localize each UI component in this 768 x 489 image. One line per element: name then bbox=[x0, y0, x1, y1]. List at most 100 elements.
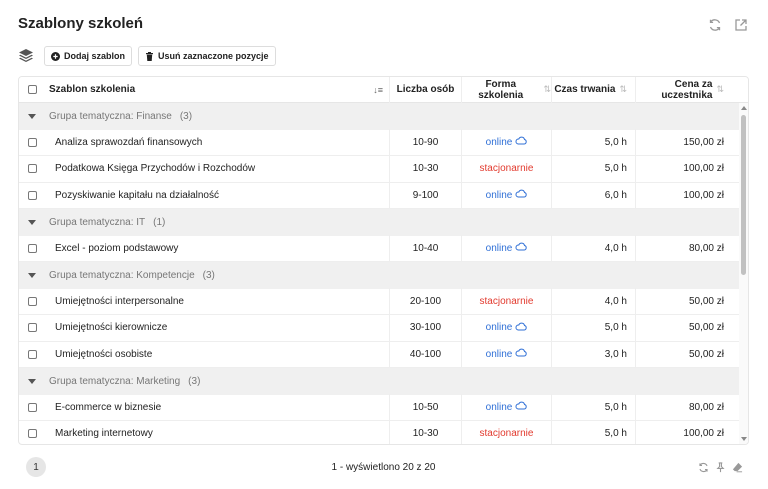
column-header-time[interactable]: Czas trwania ⇅ bbox=[551, 77, 635, 103]
count-value: 10-90 bbox=[412, 136, 439, 148]
column-header-count[interactable]: Liczba osób bbox=[389, 77, 461, 103]
table-header: Szablon szkolenia ↓≡ Liczba osób Forma s… bbox=[19, 77, 748, 103]
cloud-icon bbox=[515, 242, 527, 254]
count-value: 10-50 bbox=[412, 401, 439, 413]
table-row[interactable]: E-commerce w biznesie 10-50 online 5,0 h 80,… bbox=[19, 394, 748, 421]
group-label: Grupa tematyczna: Marketing bbox=[49, 375, 181, 387]
sort-desc-icon[interactable]: ↓≡ bbox=[373, 84, 383, 95]
form-value: online bbox=[485, 189, 513, 201]
price-value: 100,00 zł bbox=[683, 428, 724, 440]
scroll-up-icon[interactable] bbox=[741, 106, 747, 110]
row-checkbox[interactable] bbox=[27, 349, 37, 359]
cloud-icon bbox=[515, 189, 527, 201]
column-header-price[interactable]: Cena za uczestnika ⇅ bbox=[635, 77, 740, 103]
sort-icon[interactable]: ⇅ bbox=[543, 84, 551, 94]
row-checkbox[interactable] bbox=[27, 402, 37, 412]
delete-selected-label: Usuń zaznaczone pozycje bbox=[158, 51, 269, 61]
header-actions bbox=[708, 18, 748, 32]
form-value: online bbox=[485, 348, 513, 360]
collapse-caret-icon[interactable] bbox=[19, 378, 45, 384]
row-checkbox[interactable] bbox=[27, 164, 37, 174]
vertical-scrollbar[interactable] bbox=[739, 103, 748, 444]
table-body: Grupa tematyczna: Finanse (3) Analiza spra… bbox=[19, 103, 748, 444]
table-row[interactable]: Excel - poziom podstawowy 10-40 online 4,0 … bbox=[19, 235, 748, 262]
group-row[interactable]: Grupa tematyczna: Kompetencje (3) bbox=[19, 262, 748, 289]
count-value: 30-100 bbox=[409, 322, 442, 334]
time-value: 5,0 h bbox=[604, 163, 627, 175]
price-value: 100,00 zł bbox=[683, 163, 724, 175]
table-row[interactable]: Pozyskiwanie kapitału na działalność 9-10… bbox=[19, 182, 748, 209]
time-value: 3,0 h bbox=[604, 348, 627, 360]
template-name: Umiejętności osobiste bbox=[55, 348, 153, 360]
templates-table: Szablon szkolenia ↓≡ Liczba osób Forma s… bbox=[18, 76, 749, 445]
form-value: stacjonarnie bbox=[479, 295, 534, 307]
external-link-icon[interactable] bbox=[734, 18, 748, 32]
delete-selected-button[interactable]: Usuń zaznaczone pozycje bbox=[138, 46, 276, 66]
time-value: 5,0 h bbox=[604, 322, 627, 334]
group-row[interactable]: Grupa tematyczna: Marketing (3) bbox=[19, 368, 748, 395]
group-label: Grupa tematyczna: Finanse bbox=[49, 110, 172, 122]
row-checkbox[interactable] bbox=[27, 137, 37, 147]
table-row[interactable]: Analiza sprawozdań finansowych 10-90 onlin… bbox=[19, 129, 748, 156]
table-row[interactable]: Podatkowa Księga Przychodów i Rozchodów 1… bbox=[19, 155, 748, 183]
collapse-caret-icon[interactable] bbox=[19, 272, 45, 278]
template-name: Excel - poziom podstawowy bbox=[55, 242, 179, 254]
collapse-caret-icon[interactable] bbox=[19, 219, 45, 225]
price-value: 50,00 zł bbox=[688, 295, 724, 307]
time-value: 5,0 h bbox=[604, 401, 627, 413]
group-count: (3) bbox=[179, 110, 193, 122]
group-label: Grupa tematyczna: IT bbox=[49, 216, 146, 228]
row-checkbox[interactable] bbox=[27, 429, 37, 439]
cloud-icon bbox=[515, 136, 527, 148]
count-value: 10-40 bbox=[412, 242, 439, 254]
form-value: online bbox=[485, 242, 513, 254]
form-value: stacjonarnie bbox=[479, 428, 534, 440]
price-value: 80,00 zł bbox=[688, 401, 724, 413]
time-value: 6,0 h bbox=[604, 189, 627, 201]
row-checkbox[interactable] bbox=[27, 190, 37, 200]
table-row[interactable]: Umiejętności osobiste 40-100 online 3,0 h 50… bbox=[19, 341, 748, 368]
count-value: 10-30 bbox=[412, 163, 439, 175]
template-name: Umiejętności kierownicze bbox=[55, 322, 168, 334]
row-checkbox[interactable] bbox=[27, 296, 37, 306]
count-value: 10-30 bbox=[412, 428, 439, 440]
page-button[interactable]: 1 bbox=[26, 457, 46, 477]
time-value: 5,0 h bbox=[604, 428, 627, 440]
refresh-icon[interactable] bbox=[708, 18, 722, 32]
price-value: 50,00 zł bbox=[688, 322, 724, 334]
table-row[interactable]: Marketing internetowy 10-30 stacjonarnie 5,… bbox=[19, 420, 748, 444]
form-value: online bbox=[485, 401, 513, 413]
pin-icon[interactable] bbox=[715, 461, 726, 473]
price-value: 50,00 zł bbox=[688, 348, 724, 360]
collapse-caret-icon[interactable] bbox=[19, 113, 45, 119]
form-value: online bbox=[485, 136, 513, 148]
cloud-icon bbox=[515, 348, 527, 360]
column-header-name[interactable]: Szablon szkolenia ↓≡ bbox=[49, 84, 383, 95]
table-row[interactable]: Umiejętności kierownicze 30-100 online 5,0 … bbox=[19, 314, 748, 342]
trash-icon bbox=[145, 51, 154, 61]
scroll-down-icon[interactable] bbox=[741, 437, 747, 441]
layers-icon[interactable] bbox=[18, 48, 34, 64]
scroll-thumb[interactable] bbox=[741, 115, 746, 275]
select-all-checkbox[interactable] bbox=[27, 85, 37, 94]
column-header-form[interactable]: Forma szkolenia ⇅ bbox=[461, 77, 551, 103]
sort-icon[interactable]: ⇅ bbox=[619, 84, 627, 94]
group-label: Grupa tematyczna: Kompetencje bbox=[49, 269, 195, 281]
add-template-button[interactable]: Dodaj szablon bbox=[44, 46, 133, 66]
footer-actions bbox=[698, 461, 743, 473]
time-value: 5,0 h bbox=[604, 136, 627, 148]
sort-icon[interactable]: ⇅ bbox=[716, 84, 724, 94]
group-count: (3) bbox=[202, 269, 215, 281]
row-checkbox[interactable] bbox=[27, 323, 37, 333]
row-checkbox[interactable] bbox=[27, 243, 37, 253]
add-template-label: Dodaj szablon bbox=[64, 51, 126, 61]
group-row[interactable]: Grupa tematyczna: Finanse (3) bbox=[19, 103, 748, 130]
group-count: (3) bbox=[188, 375, 201, 387]
price-value: 150,00 zł bbox=[683, 136, 724, 148]
price-value: 80,00 zł bbox=[688, 242, 724, 254]
eraser-icon[interactable] bbox=[732, 462, 743, 473]
group-row[interactable]: Grupa tematyczna: IT (1) bbox=[19, 209, 748, 236]
template-name: Pozyskiwanie kapitału na działalność bbox=[55, 189, 219, 201]
table-row[interactable]: Umiejętności interpersonalne 20-100 stacjo… bbox=[19, 288, 748, 315]
refresh-icon[interactable] bbox=[698, 462, 709, 473]
